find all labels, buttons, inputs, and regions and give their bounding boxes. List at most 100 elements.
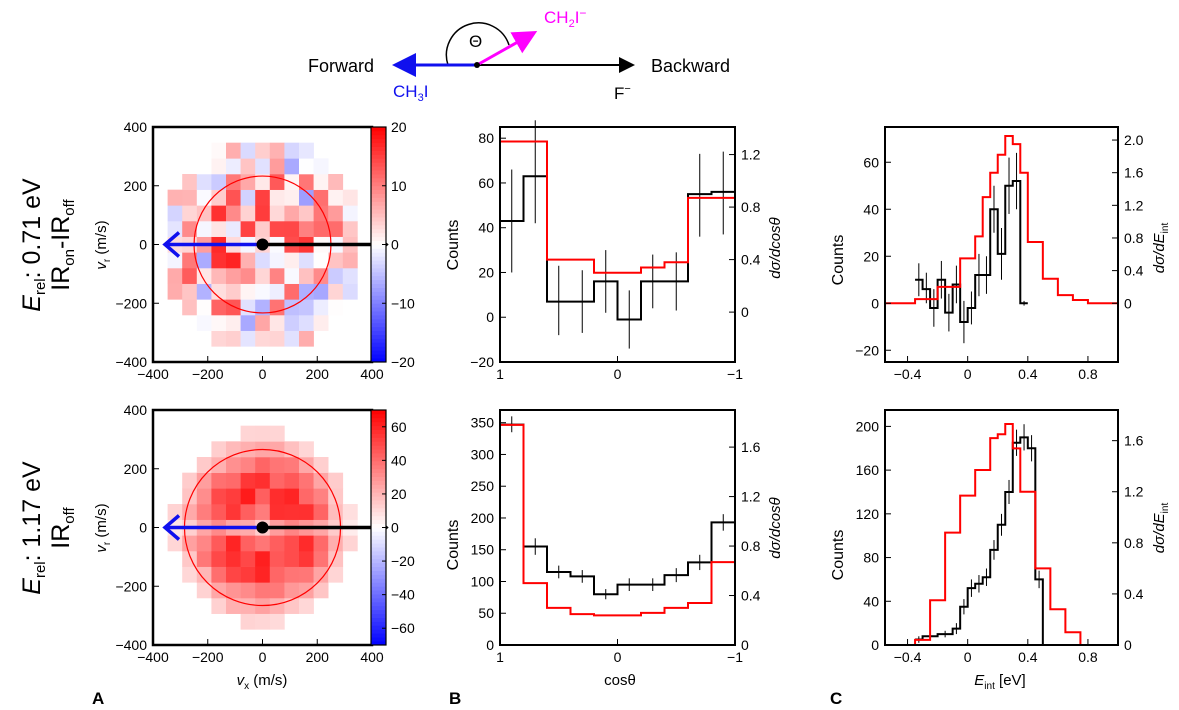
colorbar-segment: [371, 303, 386, 308]
heatmap-cell: [284, 189, 300, 206]
colorbar-segment: [371, 350, 386, 355]
heatmap-cell: [240, 252, 256, 269]
heatmap-cell: [240, 268, 256, 284]
colorbar-segment: [371, 256, 386, 261]
heatmap-cell: [226, 551, 241, 567]
heatmap-cell: [299, 535, 314, 552]
heatmap-cell: [211, 189, 227, 206]
heatmap-cell: [196, 315, 212, 331]
heatmap-cell: [167, 189, 183, 206]
right-tick-label: 1.2: [741, 489, 761, 505]
heatmap-cell: [313, 551, 329, 567]
heatmap-cell: [313, 221, 329, 237]
x-tick-label: 200: [306, 649, 330, 665]
x-tick-label: 0: [964, 366, 972, 382]
heatmap-cell: [269, 598, 285, 614]
y-tick-label: 50: [478, 605, 494, 621]
colorbar-segment: [371, 609, 386, 615]
right-tick-label: 1.2: [741, 147, 761, 163]
heatmap-cell: [269, 205, 285, 222]
heatmap-cell: [328, 268, 344, 284]
heatmap-cell: [284, 268, 300, 284]
colorbar-segment: [371, 535, 386, 540]
heatmap-cell: [284, 252, 300, 269]
heatmap-cell: [211, 472, 227, 489]
colorbar-segment: [371, 582, 386, 587]
colorbar-segment: [371, 586, 386, 591]
right-tick-label: 1.2: [1124, 484, 1144, 500]
counts-title-c-top: Counts: [830, 235, 847, 286]
colorbar-segment: [371, 232, 386, 238]
heatmap-cell: [328, 174, 344, 190]
y-tick-label: 20: [863, 248, 879, 264]
colorbar-segment: [371, 515, 386, 521]
x-tick-label: 0: [259, 649, 267, 665]
y-tick-label: 200: [471, 510, 495, 526]
colorbar-segment: [371, 507, 386, 513]
origin-dot: [256, 238, 269, 251]
heatmap-cell: [269, 457, 285, 473]
heatmap-cell: [255, 315, 271, 331]
right-tick-label: 0: [741, 637, 749, 653]
heatmap-cell: [269, 566, 285, 583]
heatmap-cell: [284, 582, 300, 599]
heatmap-cell: [313, 315, 329, 331]
heatmap-cell: [226, 504, 241, 520]
colorbar-segment: [371, 154, 386, 159]
colorbar-segment: [371, 425, 386, 430]
colorbar-segment: [371, 457, 386, 462]
colorbar-segment: [371, 472, 386, 477]
colorbar-segment: [371, 322, 386, 328]
heatmap-cell: [240, 189, 256, 206]
heatmap-cell: [226, 142, 241, 159]
y-tick-label: −200: [115, 295, 147, 311]
colorbar-segment: [371, 177, 386, 183]
y-tick-label: −400: [115, 354, 147, 370]
heatmap-cell: [196, 566, 212, 583]
colorbar-segment: [371, 311, 386, 316]
series-line: [500, 175, 735, 321]
heatmap-cell: [284, 566, 300, 583]
heatmap-cell: [255, 142, 271, 159]
colorbar-segment: [371, 594, 386, 599]
colorbar-segment: [371, 492, 386, 497]
right-tick-label: 0.8: [741, 199, 761, 215]
heatmap-cell: [269, 441, 285, 458]
heatmap-cell: [269, 582, 285, 599]
colorbar-tick-label: 10: [391, 178, 407, 194]
heatmap-cell: [299, 598, 314, 614]
vr-axis-title-top: vr (m/s): [93, 220, 113, 269]
heatmap-cell: [196, 252, 212, 269]
y-tick-label: 200: [124, 461, 148, 477]
heatmap-cell: [269, 315, 285, 331]
colorbar-segment: [371, 547, 386, 552]
heatmap-cell: [299, 551, 314, 567]
heatmap-cell: [299, 189, 314, 206]
heatmap-cell: [167, 205, 183, 222]
heatmap-cell: [240, 142, 256, 159]
right-tick-label: 1.6: [1124, 165, 1144, 181]
colorbar-segment: [371, 213, 386, 218]
colorbar-segment: [371, 413, 386, 419]
heatmap-cell: [313, 283, 329, 300]
heatmap-cell: [255, 613, 271, 630]
heatmap-cell: [211, 221, 227, 237]
heatmap-cell: [240, 472, 256, 489]
heatmap-cell: [240, 566, 256, 583]
dsigma-dcos-title-bottom: dσ/dcosθ: [767, 497, 784, 558]
y-tick-label: −200: [115, 578, 147, 594]
colorbar-segment: [371, 566, 386, 571]
right-tick-label: 1.2: [1124, 197, 1144, 213]
x-tick-label: −400: [137, 366, 169, 382]
heatmap-cell: [240, 582, 256, 599]
colorbar-segment: [371, 562, 386, 568]
heatmap-cell: [240, 551, 256, 567]
heatmap-cell: [196, 299, 212, 316]
colorbar-tick-label: 0: [391, 237, 399, 253]
heatmap-cell: [226, 158, 241, 175]
colorbar-segment: [371, 476, 386, 481]
colorbar-segment: [371, 185, 386, 191]
heatmap-cell: [269, 189, 285, 206]
heatmap-cell: [255, 205, 271, 222]
y-tick-label: 120: [856, 506, 880, 522]
